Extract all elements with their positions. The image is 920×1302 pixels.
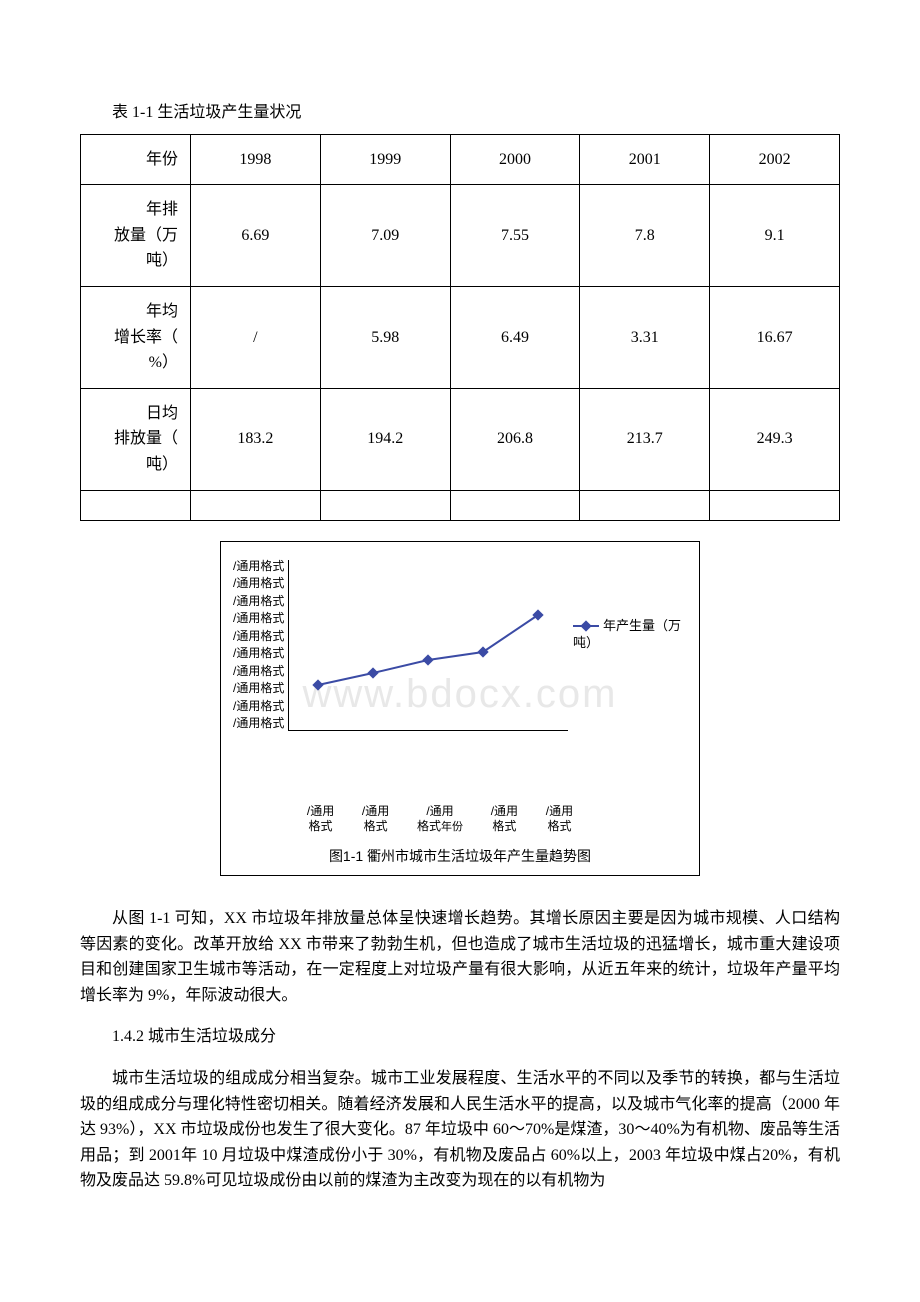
data-cell: 3.31: [580, 286, 710, 388]
header-cell: 1999: [320, 134, 450, 185]
blank-cell: [710, 490, 840, 520]
blank-cell: [580, 490, 710, 520]
data-cell: 6.49: [450, 286, 580, 388]
data-cell: 5.98: [320, 286, 450, 388]
table-row: [81, 490, 840, 520]
legend-marker-icon: [573, 625, 599, 627]
blank-cell: [81, 490, 191, 520]
data-cell: 213.7: [580, 388, 710, 490]
y-axis-labels: /通用格式 /通用格式 /通用格式 /通用格式 /通用格式 /通用格式 /通用格…: [233, 560, 288, 730]
data-cell: 16.67: [710, 286, 840, 388]
paragraph-2: 城市生活垃圾的组成成分相当复杂。城市工业发展程度、生活水平的不同以及季节的转换，…: [80, 1066, 840, 1194]
chart-title: 图1-1 衢州市城市生活垃圾年产生量趋势图: [233, 845, 687, 867]
data-cell: 206.8: [450, 388, 580, 490]
line-chart-svg: [288, 560, 578, 730]
data-cell: 194.2: [320, 388, 450, 490]
legend-text: 年产生量（万 吨）: [573, 618, 681, 650]
chart-container: www.bdocx.com /通用格式 /通用格式 /通用格式 /通用格式 /通…: [220, 541, 700, 877]
blank-cell: [450, 490, 580, 520]
paragraph-1: 从图 1-1 可知，XX 市垃圾年排放量总体呈快速增长趋势。其增长原因主要是因为…: [80, 906, 840, 1008]
data-table: 年份 1998 1999 2000 2001 2002 年排 放量（万 吨） 6…: [80, 134, 840, 521]
data-cell: 183.2: [191, 388, 321, 490]
table-row: 年均 增长率（ %） / 5.98 6.49 3.31 16.67: [81, 286, 840, 388]
row-label: 年均 增长率（ %）: [81, 286, 191, 388]
header-cell: 2000: [450, 134, 580, 185]
blank-cell: [320, 490, 450, 520]
data-cell: 6.69: [191, 185, 321, 287]
header-cell: 年份: [81, 134, 191, 185]
data-cell: 7.8: [580, 185, 710, 287]
table-caption: 表 1-1 生活垃圾产生量状况: [80, 100, 840, 126]
data-cell: 249.3: [710, 388, 840, 490]
data-cell: 9.1: [710, 185, 840, 287]
data-cell: 7.55: [450, 185, 580, 287]
section-heading: 1.4.2 城市生活垃圾成分: [80, 1024, 840, 1050]
header-cell: 2002: [710, 134, 840, 185]
data-cell: 7.09: [320, 185, 450, 287]
data-cell: /: [191, 286, 321, 388]
row-label: 日均 排放量（ 吨）: [81, 388, 191, 490]
table-row: 日均 排放量（ 吨） 183.2 194.2 206.8 213.7 249.3: [81, 388, 840, 490]
table-row: 年排 放量（万 吨） 6.69 7.09 7.55 7.8 9.1: [81, 185, 840, 287]
table-row: 年份 1998 1999 2000 2001 2002: [81, 134, 840, 185]
x-axis-labels: /通用格式 /通用格式 /通用格式年份 /通用格式 /通用格式: [293, 804, 587, 835]
header-cell: 2001: [580, 134, 710, 185]
blank-cell: [191, 490, 321, 520]
row-label: 年排 放量（万 吨）: [81, 185, 191, 287]
header-cell: 1998: [191, 134, 321, 185]
chart-legend: 年产生量（万 吨）: [573, 618, 681, 652]
